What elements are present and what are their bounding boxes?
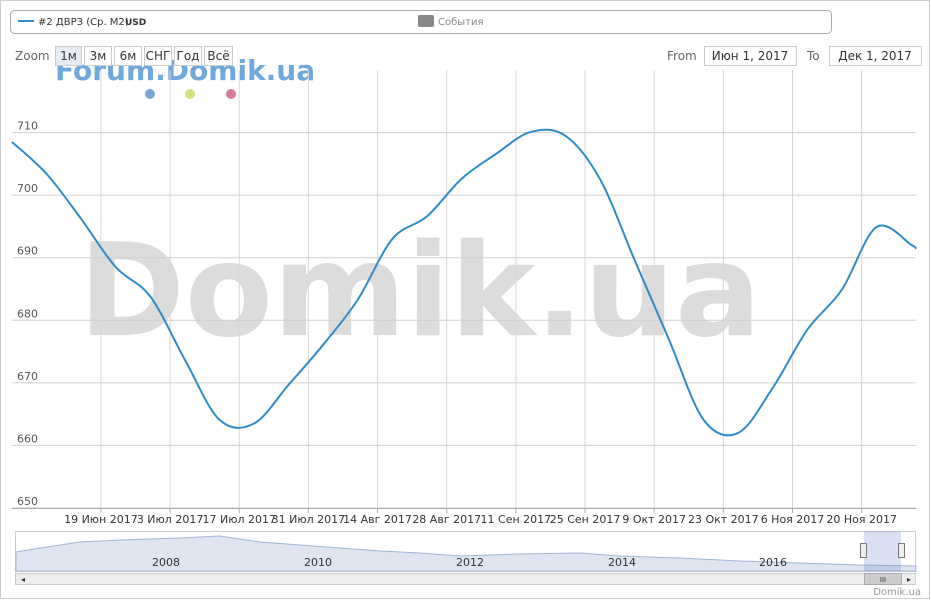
zoom-button[interactable]: [144, 46, 172, 66]
x-tick-label: 6 Ноя 2017: [761, 513, 825, 526]
y-tick-label: 680: [17, 307, 38, 320]
dot: [185, 89, 195, 99]
scrollbar[interactable]: [15, 573, 916, 585]
series-line: [11, 128, 917, 437]
zoom-button[interactable]: [204, 46, 233, 66]
y-tick-label: 650: [17, 495, 38, 508]
dot: [226, 89, 236, 99]
to-label: To: [806, 49, 820, 63]
watermark: Domik.ua: [79, 217, 762, 366]
credit: Domik.ua: [873, 587, 921, 598]
events-swatch: [418, 15, 434, 27]
y-tick-label: 710: [17, 120, 38, 133]
x-tick-label: 3 Июл 2017: [137, 513, 204, 526]
x-tick-label: 20 Ноя 2017: [826, 513, 897, 526]
zoom-button-label[interactable]: 1м: [60, 49, 77, 63]
navigator-area: [15, 535, 917, 572]
legend-unit: USD: [125, 18, 146, 28]
from-input[interactable]: [704, 46, 797, 66]
zoom-button[interactable]: [84, 46, 112, 66]
dot: [145, 89, 155, 99]
x-tick-label: 17 Июл 2017: [202, 513, 276, 526]
navigator-year: 2010: [304, 556, 332, 569]
from-label: From: [667, 49, 697, 63]
navigator-year: 2008: [152, 556, 180, 569]
legend-label[interactable]: #2 ДВРЗ (Ср. М2): [38, 17, 129, 28]
x-tick-label: 25 Сен 2017: [550, 513, 621, 526]
zoom-label: Zoom: [15, 49, 50, 63]
navigator-year: 2016: [759, 556, 787, 569]
scroll-arrow: ▸: [907, 575, 911, 584]
y-tick-label: 700: [17, 182, 38, 195]
zoom-button-label[interactable]: Год: [177, 49, 200, 63]
navigator-year: 2014: [608, 556, 636, 569]
x-tick-label: 31 Июл 2017: [272, 513, 346, 526]
zoom-button[interactable]: [114, 46, 142, 66]
to-input[interactable]: [829, 46, 922, 66]
x-tick-label: 14 Авг 2017: [343, 513, 412, 526]
events-label[interactable]: События: [438, 17, 484, 28]
navigator-handle[interactable]: [898, 543, 905, 558]
x-tick-label: 28 Авг 2017: [412, 513, 481, 526]
y-tick-label: 670: [17, 370, 38, 383]
to-value[interactable]: Дек 1, 2017: [838, 49, 912, 63]
x-tick-label: 23 Окт 2017: [688, 513, 759, 526]
zoom-button-label[interactable]: 3м: [90, 49, 107, 63]
x-tick-label: 11 Сен 2017: [481, 513, 552, 526]
y-tick-label: 660: [17, 432, 38, 445]
y-tick-label: 690: [17, 245, 38, 258]
x-tick-label: 19 Июн 2017: [64, 513, 138, 526]
zoom-button-label[interactable]: Всё: [207, 49, 229, 63]
navigator-handle[interactable]: [860, 543, 867, 558]
navigator-mask: [864, 531, 901, 571]
navigator-year: 2012: [456, 556, 484, 569]
zoom-button[interactable]: [174, 46, 202, 66]
scroll-thumb[interactable]: [864, 573, 902, 585]
zoom-button[interactable]: [55, 46, 82, 66]
zoom-button-label[interactable]: СНГ: [146, 49, 171, 63]
zoom-button-label[interactable]: 6м: [120, 49, 137, 63]
scroll-grip: III: [880, 576, 886, 584]
from-value[interactable]: Июн 1, 2017: [712, 49, 789, 63]
x-tick-label: 9 Окт 2017: [622, 513, 686, 526]
scroll-arrow: ◂: [21, 575, 25, 584]
